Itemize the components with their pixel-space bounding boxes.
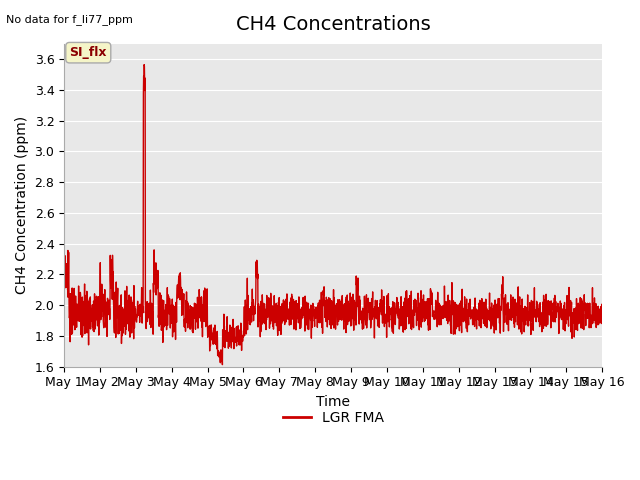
Line: LGR FMA: LGR FMA — [64, 65, 602, 365]
LGR FMA — [211, 333, 218, 338]
LGR FMA — [551, 310, 559, 316]
Text: SI_flx: SI_flx — [70, 46, 107, 59]
LGR FMA — [598, 311, 606, 317]
LGR FMA — [218, 362, 226, 368]
LGR FMA — [361, 317, 369, 323]
X-axis label: Time: Time — [316, 395, 350, 409]
LGR FMA — [490, 313, 498, 319]
Legend: LGR FMA: LGR FMA — [277, 406, 389, 431]
LGR FMA — [140, 62, 148, 68]
Y-axis label: CH4 Concentration (ppm): CH4 Concentration (ppm) — [15, 116, 29, 294]
Text: No data for f_li77_ppm: No data for f_li77_ppm — [6, 14, 133, 25]
LGR FMA — [60, 284, 68, 289]
LGR FMA — [566, 304, 574, 310]
LGR FMA — [349, 291, 357, 297]
Title: CH4 Concentrations: CH4 Concentrations — [236, 15, 431, 34]
